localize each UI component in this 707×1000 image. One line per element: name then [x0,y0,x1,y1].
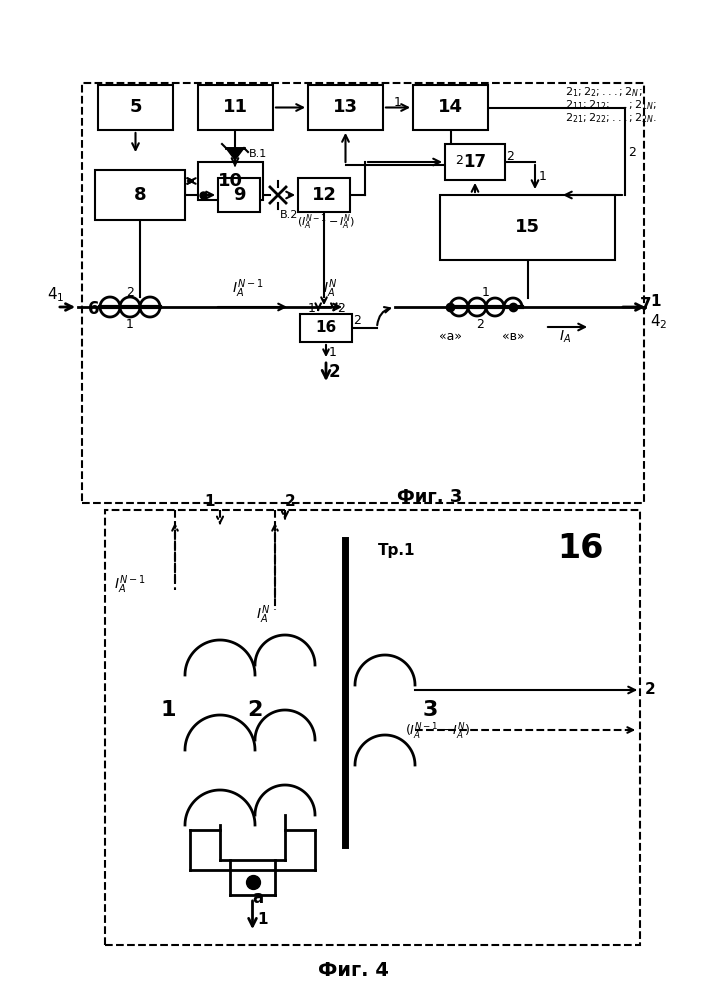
Text: 1: 1 [126,318,134,332]
Text: $4_2$: $4_2$ [650,313,667,331]
Text: Фиг. 4: Фиг. 4 [317,960,388,980]
Text: 2: 2 [329,363,341,381]
Text: 7: 7 [640,296,652,314]
Text: 2: 2 [353,314,361,326]
Text: 9: 9 [233,186,245,204]
Text: Фиг. 3: Фиг. 3 [397,488,462,506]
Text: 2: 2 [476,318,484,330]
Text: 13: 13 [333,99,358,116]
Text: 8: 8 [134,186,146,204]
FancyBboxPatch shape [440,195,615,260]
Text: 5: 5 [129,99,141,116]
Text: 1: 1 [308,302,315,316]
Text: $I_A^{N-1}$: $I_A^{N-1}$ [233,278,264,300]
Text: 2: 2 [126,286,134,298]
Text: 16: 16 [315,320,337,336]
Text: 2: 2 [645,682,656,698]
Text: 1: 1 [205,494,215,510]
Text: $I_A^N$: $I_A^N$ [323,278,337,300]
Text: 2: 2 [247,700,263,720]
FancyBboxPatch shape [218,178,260,212]
Text: 2: 2 [285,494,296,510]
Text: 3: 3 [422,700,438,720]
Polygon shape [226,148,244,160]
Text: $I_A^{N-1}$: $I_A^{N-1}$ [114,574,145,596]
FancyBboxPatch shape [95,170,185,220]
Text: $I_A$: $I_A$ [559,329,571,345]
Text: 15: 15 [515,219,540,236]
Text: В.2: В.2 [280,210,298,220]
Text: 2: 2 [506,149,514,162]
FancyBboxPatch shape [98,85,173,130]
Text: 6: 6 [88,300,100,318]
FancyBboxPatch shape [413,85,488,130]
Text: В.1: В.1 [249,149,267,159]
Text: 11: 11 [223,99,248,116]
Text: $2_{11};2_{12};...;2_{1N};$: $2_{11};2_{12};...;2_{1N};$ [565,98,658,112]
FancyBboxPatch shape [300,314,352,342]
Text: 1: 1 [650,294,660,310]
Text: «в»: «в» [502,330,525,342]
Text: 1: 1 [394,96,402,109]
FancyBboxPatch shape [198,162,263,200]
Text: 10: 10 [218,172,243,190]
Text: 1: 1 [329,346,337,359]
Text: 2: 2 [337,302,345,316]
Text: 17: 17 [463,153,486,171]
Text: «а»: «а» [438,330,462,342]
Text: $I_A^N$: $I_A^N$ [256,604,270,626]
FancyBboxPatch shape [445,144,505,180]
FancyBboxPatch shape [308,85,383,130]
Text: 1: 1 [482,286,490,300]
Text: Тр.1: Тр.1 [378,542,416,558]
Text: a: a [252,889,263,907]
Text: 1: 1 [160,700,176,720]
Text: $(I_A^{N-1}-I_A^N)$: $(I_A^{N-1}-I_A^N)$ [297,212,355,232]
FancyBboxPatch shape [198,85,273,130]
Text: 12: 12 [312,186,337,204]
FancyBboxPatch shape [298,178,350,212]
Text: 1: 1 [257,912,268,928]
Text: 16: 16 [557,532,603,564]
Text: $2_1;2_2;...;2_N;$: $2_1;2_2;...;2_N;$ [565,85,643,99]
Text: 14: 14 [438,99,463,116]
Text: 2: 2 [628,145,636,158]
Text: $(I_A^{N-1}-I_A^N)$: $(I_A^{N-1}-I_A^N)$ [405,722,470,742]
Text: $4_1$: $4_1$ [47,286,65,304]
Text: 2: 2 [455,153,463,166]
Text: 1: 1 [539,170,547,184]
Text: $2_{21};2_{22};...;2_{2N}.$: $2_{21};2_{22};...;2_{2N}.$ [565,111,658,125]
